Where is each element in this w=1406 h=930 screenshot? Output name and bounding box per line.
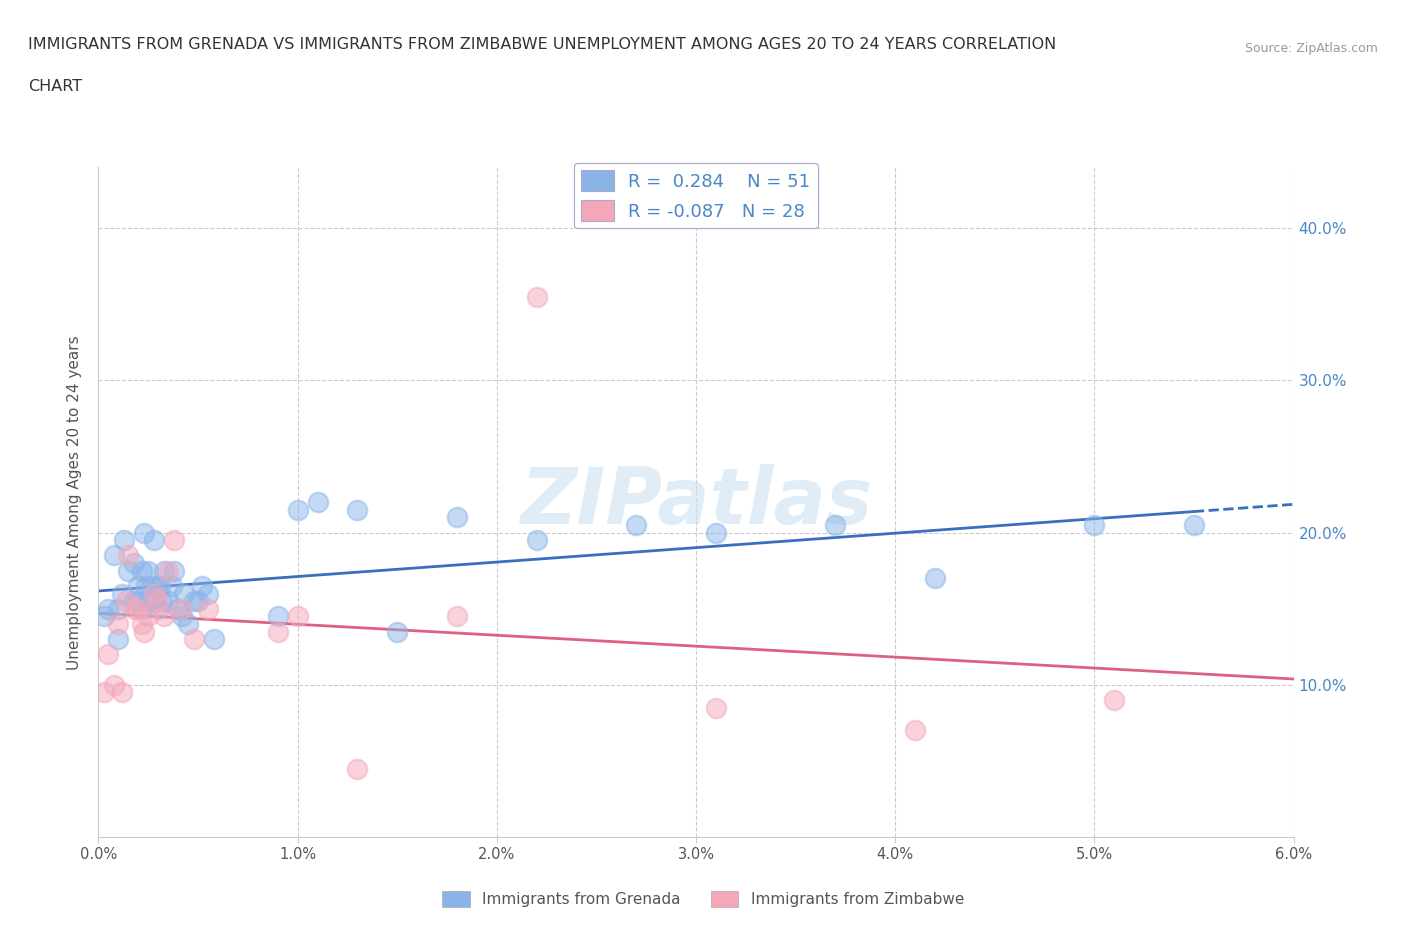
- Point: [183, 631, 205, 646]
- Point: [143, 593, 166, 608]
- Point: [111, 586, 134, 601]
- Point: [148, 602, 170, 617]
- Point: [103, 677, 125, 692]
- Point: [167, 602, 190, 617]
- Point: [93, 609, 115, 624]
- Point: [97, 647, 120, 662]
- Point: [267, 609, 290, 624]
- Point: [1182, 518, 1205, 533]
- Point: [157, 593, 180, 608]
- Point: [148, 593, 170, 608]
- Point: [287, 609, 309, 624]
- Point: [526, 533, 548, 548]
- Point: [131, 617, 153, 631]
- Point: [134, 525, 156, 540]
- Point: [904, 723, 927, 737]
- Point: [131, 602, 153, 617]
- Point: [107, 617, 129, 631]
- Point: [141, 578, 163, 593]
- Text: CHART: CHART: [28, 79, 82, 94]
- Point: [148, 578, 170, 593]
- Point: [107, 602, 129, 617]
- Point: [157, 564, 180, 578]
- Point: [346, 502, 368, 517]
- Point: [107, 631, 129, 646]
- Legend: Immigrants from Grenada, Immigrants from Zimbabwe: Immigrants from Grenada, Immigrants from…: [436, 884, 970, 913]
- Point: [824, 518, 846, 533]
- Point: [924, 571, 946, 586]
- Point: [197, 602, 219, 617]
- Point: [307, 495, 329, 510]
- Text: ZIPatlas: ZIPatlas: [520, 464, 872, 540]
- Point: [153, 564, 176, 578]
- Point: [136, 609, 159, 624]
- Point: [183, 593, 205, 608]
- Point: [704, 525, 727, 540]
- Point: [117, 564, 139, 578]
- Point: [93, 685, 115, 700]
- Point: [202, 631, 225, 646]
- Point: [173, 586, 195, 601]
- Point: [127, 602, 149, 617]
- Point: [127, 593, 149, 608]
- Point: [97, 602, 120, 617]
- Point: [136, 564, 159, 578]
- Point: [626, 518, 648, 533]
- Text: Source: ZipAtlas.com: Source: ZipAtlas.com: [1244, 42, 1378, 55]
- Point: [160, 578, 183, 593]
- Point: [172, 609, 194, 624]
- Point: [446, 609, 468, 624]
- Text: IMMIGRANTS FROM GRENADA VS IMMIGRANTS FROM ZIMBABWE UNEMPLOYMENT AMONG AGES 20 T: IMMIGRANTS FROM GRENADA VS IMMIGRANTS FR…: [28, 37, 1056, 52]
- Point: [124, 593, 146, 608]
- Point: [287, 502, 309, 517]
- Point: [187, 593, 209, 608]
- Point: [526, 289, 548, 304]
- Point: [163, 533, 186, 548]
- Point: [135, 578, 157, 593]
- Y-axis label: Unemployment Among Ages 20 to 24 years: Unemployment Among Ages 20 to 24 years: [67, 335, 83, 670]
- Point: [134, 624, 156, 639]
- Point: [136, 593, 159, 608]
- Point: [127, 578, 149, 593]
- Point: [143, 533, 166, 548]
- Point: [163, 564, 186, 578]
- Point: [172, 602, 194, 617]
- Point: [111, 685, 134, 700]
- Point: [124, 602, 146, 617]
- Point: [124, 555, 146, 570]
- Point: [267, 624, 290, 639]
- Point: [153, 609, 176, 624]
- Point: [117, 548, 139, 563]
- Legend: R =  0.284    N = 51, R = -0.087   N = 28: R = 0.284 N = 51, R = -0.087 N = 28: [574, 163, 818, 228]
- Point: [131, 564, 153, 578]
- Point: [149, 578, 172, 593]
- Point: [704, 700, 727, 715]
- Point: [385, 624, 409, 639]
- Point: [115, 593, 138, 608]
- Point: [150, 593, 173, 608]
- Point: [177, 617, 200, 631]
- Point: [112, 533, 135, 548]
- Point: [197, 586, 219, 601]
- Point: [1083, 518, 1105, 533]
- Point: [143, 586, 166, 601]
- Point: [1102, 693, 1125, 708]
- Point: [103, 548, 125, 563]
- Point: [446, 510, 468, 525]
- Point: [191, 578, 214, 593]
- Point: [346, 761, 368, 776]
